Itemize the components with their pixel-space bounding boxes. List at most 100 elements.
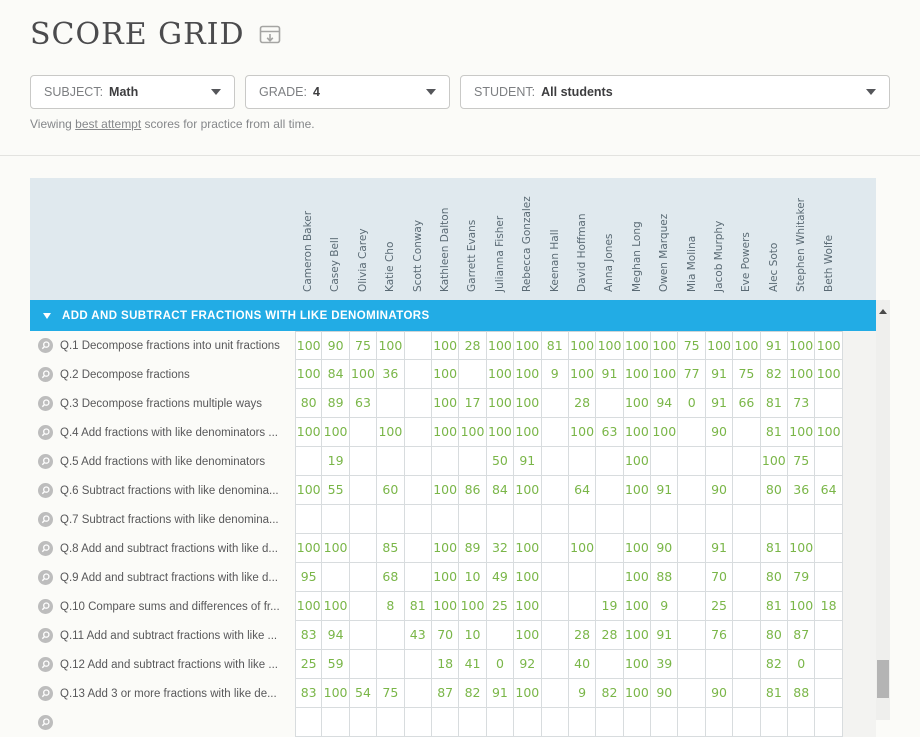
- student-column-header[interactable]: Olivia Carey: [350, 178, 377, 300]
- score-cell[interactable]: 100: [431, 389, 460, 418]
- scroll-up-arrow-icon[interactable]: [879, 309, 887, 314]
- score-cell[interactable]: 100: [431, 331, 460, 360]
- score-cell[interactable]: 100: [295, 592, 323, 621]
- score-cell[interactable]: 100: [623, 447, 652, 476]
- score-cell[interactable]: 81: [760, 418, 789, 447]
- score-cell[interactable]: 25: [486, 592, 515, 621]
- skill-name[interactable]: Q.8 Add and subtract fractions with like…: [60, 542, 278, 555]
- section-header[interactable]: ADD AND SUBTRACT FRACTIONS WITH LIKE DEN…: [30, 300, 876, 331]
- magnifier-icon[interactable]: [38, 628, 53, 643]
- student-column-header[interactable]: Scott Conway: [405, 178, 432, 300]
- score-cell[interactable]: 50: [486, 447, 515, 476]
- score-cell[interactable]: 92: [514, 650, 542, 679]
- score-cell[interactable]: 100: [295, 360, 323, 389]
- score-cell[interactable]: 82: [459, 679, 487, 708]
- skill-name[interactable]: Q.10 Compare sums and differences of fr.…: [60, 600, 280, 613]
- score-cell[interactable]: 100: [623, 476, 652, 505]
- score-cell[interactable]: 100: [377, 418, 405, 447]
- score-cell[interactable]: 8: [377, 592, 405, 621]
- score-cell[interactable]: 84: [486, 476, 515, 505]
- score-cell[interactable]: 100: [568, 360, 597, 389]
- magnifier-icon[interactable]: [38, 338, 53, 353]
- score-cell[interactable]: 89: [459, 534, 487, 563]
- score-cell[interactable]: 100: [431, 418, 460, 447]
- score-cell[interactable]: 10: [459, 621, 487, 650]
- student-column-header[interactable]: Eve Powers: [733, 178, 760, 300]
- skill-name[interactable]: Q.12 Add and subtract fractions with lik…: [60, 658, 278, 671]
- magnifier-icon[interactable]: [38, 396, 53, 411]
- score-cell[interactable]: 70: [705, 563, 734, 592]
- subject-dropdown[interactable]: SUBJECT: Math: [30, 75, 235, 109]
- score-cell[interactable]: 100: [623, 331, 652, 360]
- score-cell[interactable]: 36: [788, 476, 816, 505]
- student-column-header[interactable]: Anna Jones: [596, 178, 623, 300]
- score-cell[interactable]: 81: [541, 331, 569, 360]
- score-cell[interactable]: 100: [568, 418, 597, 447]
- score-cell[interactable]: 100: [705, 331, 734, 360]
- score-cell[interactable]: 25: [705, 592, 734, 621]
- score-cell[interactable]: 100: [651, 331, 679, 360]
- student-column-header[interactable]: Alec Soto: [761, 178, 788, 300]
- student-column-header[interactable]: Mia Molina: [679, 178, 706, 300]
- score-cell[interactable]: 100: [322, 592, 350, 621]
- score-cell[interactable]: 81: [760, 534, 789, 563]
- score-cell[interactable]: 100: [815, 331, 843, 360]
- magnifier-icon[interactable]: [38, 541, 53, 556]
- score-cell[interactable]: 100: [514, 679, 542, 708]
- score-cell[interactable]: 28: [459, 331, 487, 360]
- score-cell[interactable]: 28: [568, 389, 597, 418]
- score-cell[interactable]: 100: [514, 331, 542, 360]
- score-cell[interactable]: 100: [788, 418, 816, 447]
- score-cell[interactable]: 100: [788, 360, 816, 389]
- student-column-header[interactable]: Kathleen Dalton: [432, 178, 459, 300]
- score-cell[interactable]: 75: [377, 679, 405, 708]
- student-column-header[interactable]: Stephen Whitaker: [788, 178, 815, 300]
- score-cell[interactable]: 100: [295, 476, 323, 505]
- score-cell[interactable]: 32: [486, 534, 515, 563]
- score-cell[interactable]: 43: [404, 621, 432, 650]
- student-column-header[interactable]: Garrett Evans: [459, 178, 486, 300]
- magnifier-icon[interactable]: [38, 367, 53, 382]
- student-column-header[interactable]: Keenan Hall: [542, 178, 569, 300]
- magnifier-icon[interactable]: [38, 454, 53, 469]
- score-cell[interactable]: 100: [623, 534, 652, 563]
- score-cell[interactable]: 81: [760, 679, 789, 708]
- skill-name[interactable]: Q.7 Subtract fractions with like denomin…: [60, 513, 279, 526]
- score-cell[interactable]: 100: [760, 447, 789, 476]
- score-cell[interactable]: 100: [623, 418, 652, 447]
- score-cell[interactable]: 76: [705, 621, 734, 650]
- magnifier-icon[interactable]: [38, 657, 53, 672]
- score-cell[interactable]: 94: [322, 621, 350, 650]
- score-cell[interactable]: 95: [295, 563, 323, 592]
- score-cell[interactable]: 88: [651, 563, 679, 592]
- score-cell[interactable]: 64: [568, 476, 597, 505]
- score-cell[interactable]: 80: [295, 389, 323, 418]
- score-cell[interactable]: 77: [678, 360, 706, 389]
- score-cell[interactable]: 75: [788, 447, 816, 476]
- student-column-header[interactable]: Rebecca Gonzalez: [514, 178, 541, 300]
- magnifier-icon[interactable]: [38, 570, 53, 585]
- score-cell[interactable]: 82: [596, 679, 624, 708]
- score-cell[interactable]: 100: [295, 534, 323, 563]
- score-cell[interactable]: 100: [295, 331, 323, 360]
- student-dropdown[interactable]: STUDENT: All students: [460, 75, 890, 109]
- score-cell[interactable]: 91: [514, 447, 542, 476]
- score-cell[interactable]: 87: [431, 679, 460, 708]
- score-cell[interactable]: 90: [322, 331, 350, 360]
- score-cell[interactable]: 100: [788, 592, 816, 621]
- score-cell[interactable]: 36: [377, 360, 405, 389]
- score-cell[interactable]: 100: [322, 418, 350, 447]
- score-cell[interactable]: 85: [377, 534, 405, 563]
- score-cell[interactable]: 100: [514, 563, 542, 592]
- score-cell[interactable]: 10: [459, 563, 487, 592]
- score-cell[interactable]: 80: [760, 476, 789, 505]
- score-cell[interactable]: 89: [322, 389, 350, 418]
- skill-name[interactable]: Q.1 Decompose fractions into unit fracti…: [60, 339, 280, 352]
- best-attempt-link[interactable]: best attempt: [75, 117, 142, 131]
- score-cell[interactable]: 100: [295, 418, 323, 447]
- score-cell[interactable]: 40: [568, 650, 597, 679]
- score-cell[interactable]: 100: [431, 534, 460, 563]
- score-cell[interactable]: 9: [651, 592, 679, 621]
- score-cell[interactable]: 75: [733, 360, 761, 389]
- score-cell[interactable]: 59: [322, 650, 350, 679]
